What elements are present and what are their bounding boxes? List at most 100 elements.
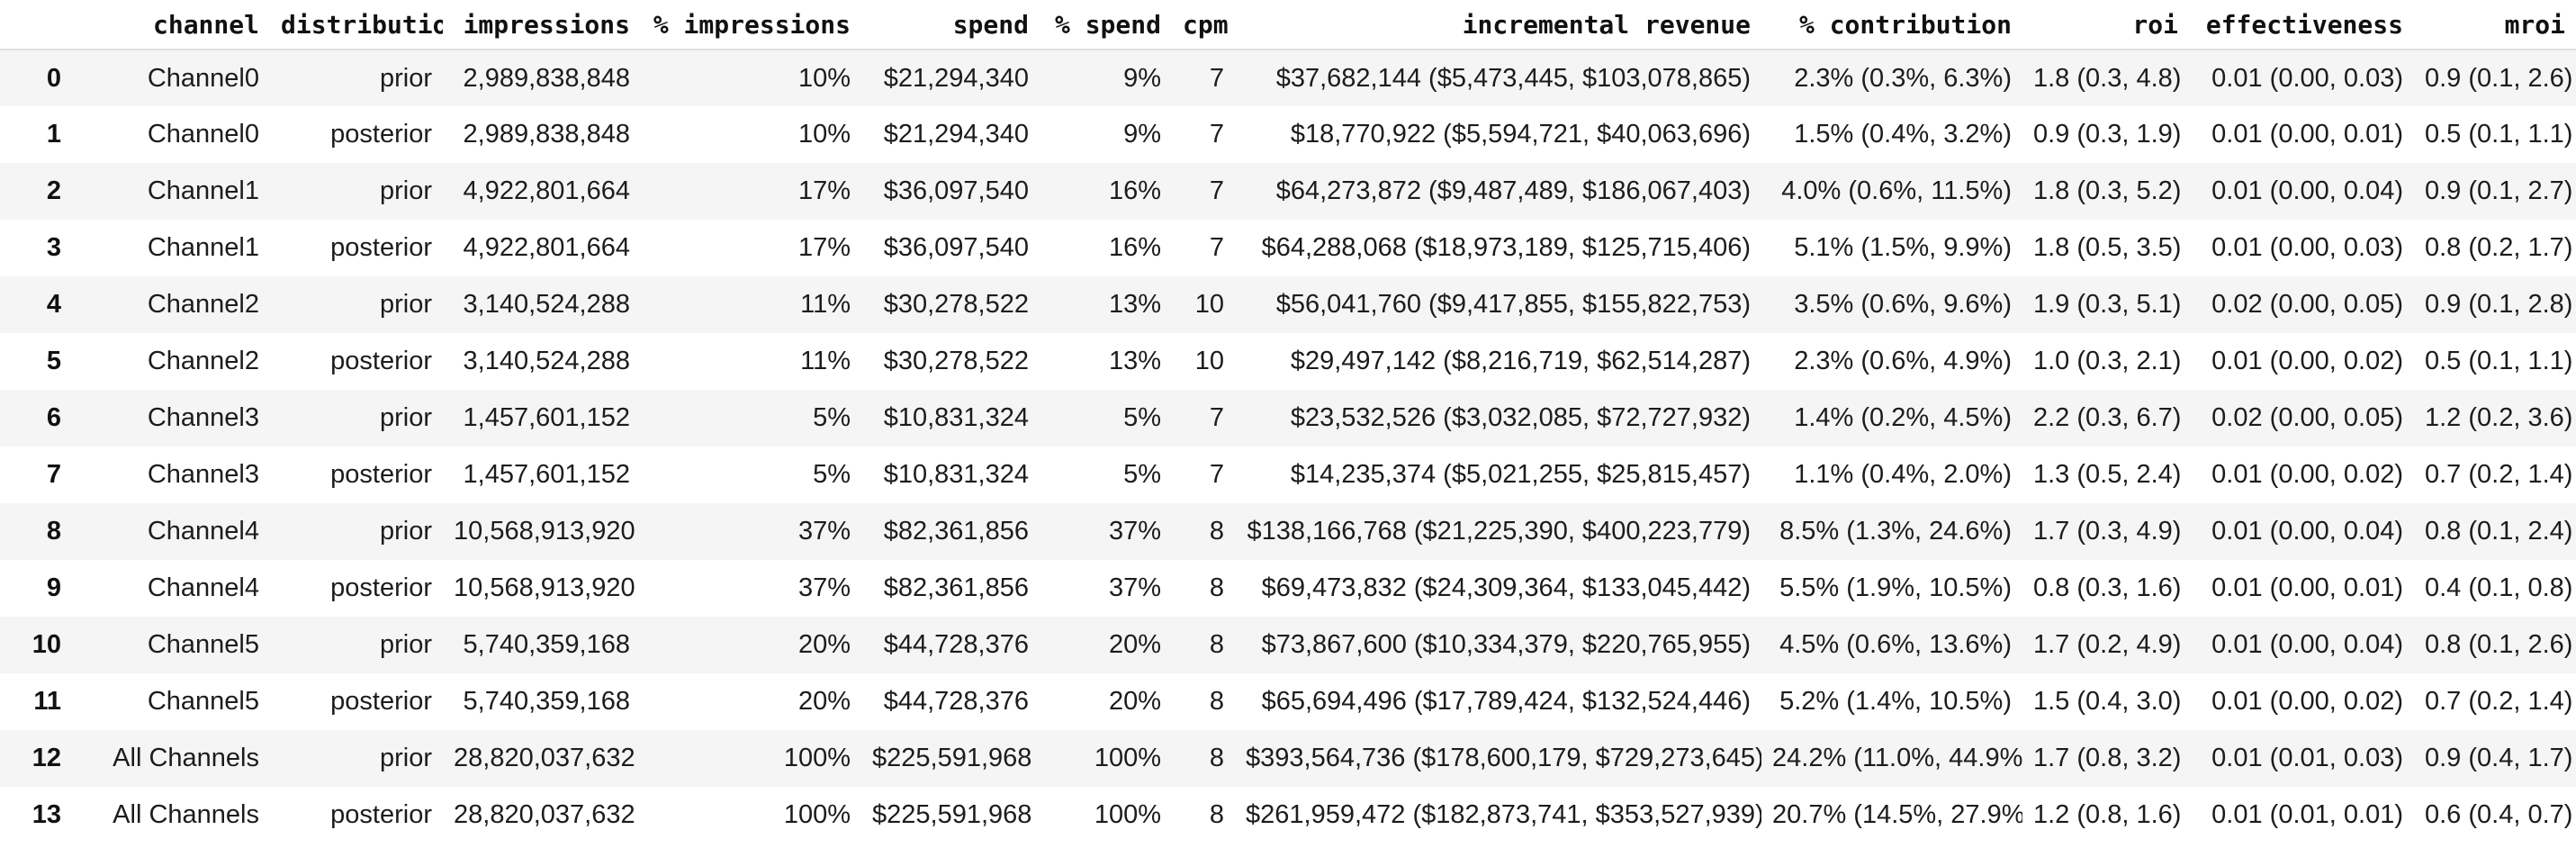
cell-incremental-revenue: $37,682,144 ($5,473,445, $103,078,865) — [1275, 63, 1751, 93]
cell-spend: 16% — [1108, 176, 1161, 205]
column-header-cpm: cpm — [1172, 0, 1235, 50]
cell-contribution: 8.5% (1.3%, 24.6%) — [1779, 517, 2012, 546]
cell-effectiveness: 0.01 (0.00, 0.03) — [2211, 63, 2403, 93]
table-row: 7 Channel3 posterior 1,457,601,152 5% $10,831… — [0, 447, 2576, 503]
row-index: 0 — [46, 63, 61, 93]
cell-spend: 9% — [1123, 120, 1161, 149]
cell-contribution: 1.5% (0.4%, 3.2%) — [1794, 120, 2012, 149]
column-header-roi: roi — [2022, 0, 2189, 50]
cell-spend: $225,591,968 — [872, 800, 1032, 829]
cell-cpm: 7 — [1209, 63, 1224, 93]
column-header-effectiveness: effectiveness — [2189, 0, 2414, 50]
cell-channel: Channel2 — [147, 347, 259, 375]
cell-effectiveness: 0.01 (0.00, 0.01) — [2211, 573, 2403, 602]
cell-impressions: 20% — [797, 630, 851, 659]
cell-effectiveness: 0.01 (0.01, 0.01) — [2211, 800, 2403, 829]
cell-cpm: 8 — [1209, 630, 1224, 659]
cell-impressions: 11% — [800, 290, 851, 319]
cell-roi: 1.9 (0.3, 5.1) — [2033, 290, 2182, 319]
cell-contribution: 3.5% (0.6%, 9.6%) — [1794, 290, 2012, 319]
cell-incremental-revenue: $56,041,760 ($9,417,855, $155,822,753) — [1275, 290, 1751, 319]
column-header-distribution: distribution — [270, 0, 443, 50]
cell-channel: Channel0 — [147, 120, 259, 149]
cell-effectiveness: 0.01 (0.00, 0.01) — [2211, 120, 2403, 149]
table-header: channeldistributionimpressions% impressi… — [0, 0, 2576, 50]
cell-incremental-revenue: $64,273,872 ($9,487,489, $186,067,403) — [1275, 176, 1751, 205]
cell-impressions: 2,989,838,848 — [463, 120, 630, 149]
row-index: 4 — [46, 290, 61, 319]
column-header-impressions: % impressions — [641, 0, 861, 50]
table-body: 0 Channel0 prior 2,989,838,848 10% $21,294,34… — [0, 50, 2576, 843]
cell-mroi: 0.9 (0.1, 2.8) — [2425, 290, 2573, 319]
cell-spend: 100% — [1094, 744, 1161, 772]
cell-mroi: 0.8 (0.1, 2.6) — [2425, 630, 2573, 659]
row-index: 8 — [46, 517, 61, 546]
cell-contribution: 24.2% (11.0%, 44.9%) — [1772, 744, 2022, 772]
row-index: 6 — [46, 403, 61, 432]
cell-impressions: 17% — [797, 176, 851, 205]
cell-impressions: 4,922,801,664 — [463, 176, 630, 205]
cell-mroi: 0.7 (0.2, 1.4) — [2425, 460, 2573, 489]
cell-spend: 5% — [1123, 460, 1161, 489]
cell-incremental-revenue: $73,867,600 ($10,334,379, $220,765,955) — [1261, 630, 1751, 659]
table-row: 4 Channel2 prior 3,140,524,288 11% $30,278,52… — [0, 276, 2576, 333]
table-row: 5 Channel2 posterior 3,140,524,288 11% $30,27… — [0, 333, 2576, 390]
cell-spend: 37% — [1108, 517, 1161, 546]
cell-spend: $10,831,324 — [883, 403, 1029, 432]
row-index: 3 — [46, 233, 61, 262]
cell-roi: 1.7 (0.3, 4.9) — [2033, 517, 2182, 546]
cell-mroi: 0.8 (0.1, 2.4) — [2425, 517, 2573, 546]
cell-channel: All Channels — [113, 800, 259, 829]
table-row: 3 Channel1 posterior 4,922,801,664 17% $36,09… — [0, 220, 2576, 276]
cell-roi: 0.8 (0.3, 1.6) — [2033, 573, 2182, 602]
row-index: 13 — [32, 800, 61, 829]
cell-impressions: 10% — [797, 63, 851, 93]
cell-impressions: 20% — [797, 687, 851, 716]
cell-roi: 1.8 (0.5, 3.5) — [2033, 233, 2182, 262]
cell-distribution: posterior — [330, 460, 432, 489]
cell-impressions: 10,568,913,920 — [454, 517, 635, 546]
column-header-contribution: % contribution — [1761, 0, 2022, 50]
column-header-channel: channel — [72, 0, 270, 50]
cell-roi: 1.5 (0.4, 3.0) — [2033, 687, 2182, 716]
cell-mroi: 0.4 (0.1, 0.8) — [2425, 573, 2573, 602]
row-index: 2 — [46, 176, 61, 205]
cell-spend: $30,278,522 — [883, 290, 1029, 319]
cell-impressions: 5% — [813, 403, 851, 432]
column-header-spend: spend — [861, 0, 1040, 50]
cell-cpm: 8 — [1209, 744, 1224, 772]
cell-contribution: 1.1% (0.4%, 2.0%) — [1794, 460, 2012, 489]
cell-spend: 100% — [1094, 800, 1161, 829]
cell-impressions: 100% — [783, 800, 851, 829]
cell-spend: $21,294,340 — [883, 120, 1029, 149]
cell-spend: 20% — [1108, 687, 1161, 716]
row-index: 1 — [46, 120, 61, 149]
table-row: 0 Channel0 prior 2,989,838,848 10% $21,294,34… — [0, 50, 2576, 106]
table-row: 11 Channel5 posterior 5,740,359,168 20% $44,7… — [0, 673, 2576, 730]
row-index: 7 — [46, 460, 61, 489]
cell-impressions: 11% — [800, 347, 851, 375]
cell-impressions: 4,922,801,664 — [463, 233, 630, 262]
cell-mroi: 1.2 (0.2, 3.6) — [2425, 403, 2573, 432]
column-header-incremental-revenue: incremental revenue — [1235, 0, 1761, 50]
cell-distribution: prior — [379, 744, 432, 772]
cell-spend: 9% — [1123, 63, 1161, 93]
cell-distribution: posterior — [330, 573, 432, 602]
cell-mroi: 0.9 (0.1, 2.6) — [2425, 63, 2573, 93]
cell-distribution: prior — [379, 176, 432, 205]
cell-spend: $36,097,540 — [883, 176, 1029, 205]
cell-spend: 5% — [1123, 403, 1161, 432]
cell-cpm: 7 — [1209, 233, 1224, 262]
cell-spend: 37% — [1108, 573, 1161, 602]
cell-incremental-revenue: $393,564,736 ($178,600,179, $729,273,645… — [1246, 744, 1761, 772]
cell-spend: $225,591,968 — [872, 744, 1032, 772]
cell-channel: Channel3 — [147, 403, 259, 432]
cell-cpm: 7 — [1209, 460, 1224, 489]
cell-distribution: prior — [379, 517, 432, 546]
cell-impressions: 10% — [797, 120, 851, 149]
column-header-impressions: impressions — [443, 0, 641, 50]
cell-distribution: posterior — [330, 233, 432, 262]
table-header-row: channeldistributionimpressions% impressi… — [0, 0, 2576, 50]
cell-mroi: 0.7 (0.2, 1.4) — [2425, 687, 2573, 716]
